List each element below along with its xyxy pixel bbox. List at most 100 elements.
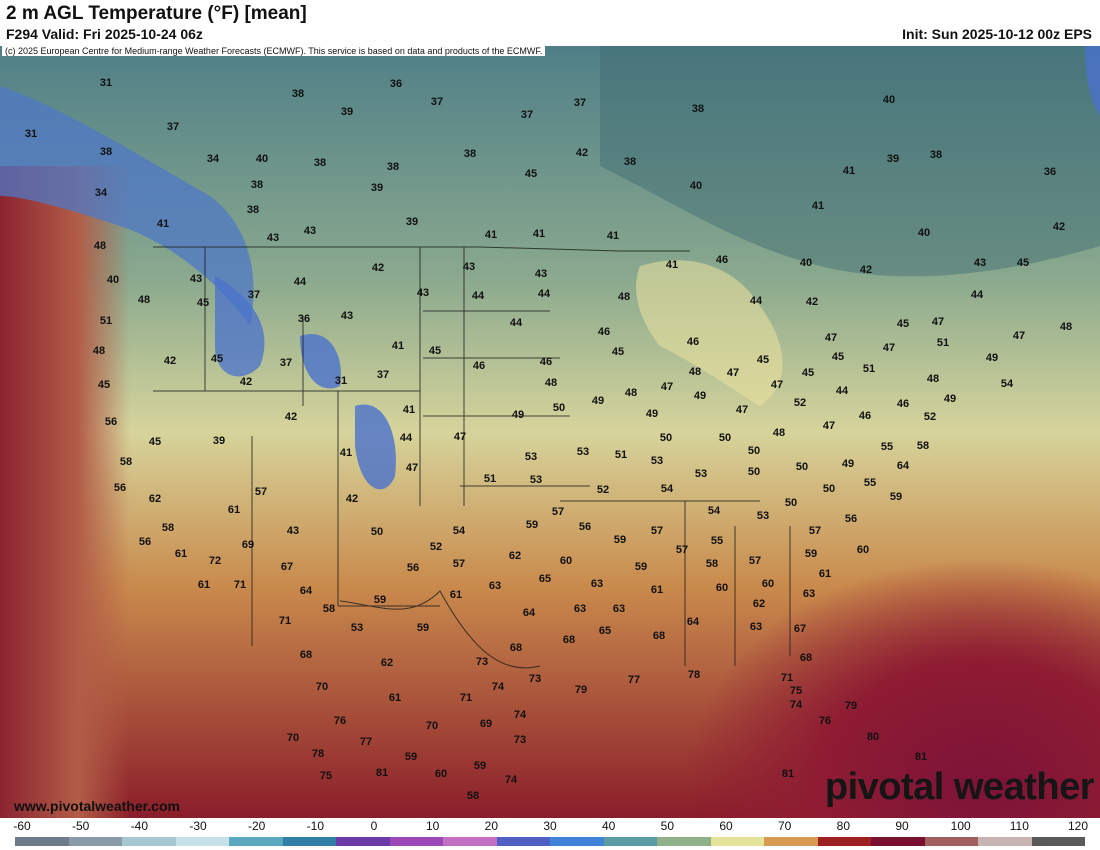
temp-value: 59	[374, 594, 386, 606]
temp-value: 50	[719, 432, 731, 444]
temp-value: 68	[510, 642, 522, 654]
temp-value: 76	[819, 715, 831, 727]
temp-value: 64	[300, 585, 313, 597]
temp-value: 61	[175, 548, 187, 560]
temp-value: 53	[577, 446, 589, 458]
colorbar-tick-label: 120	[1067, 819, 1089, 833]
temp-value: 46	[598, 326, 610, 338]
temp-value: 68	[563, 634, 575, 646]
temp-value: 61	[651, 584, 663, 596]
temp-value: 37	[431, 96, 443, 108]
colorbar-segment	[282, 837, 336, 846]
state-lines-west	[204, 247, 465, 606]
colorbar-tick-label: 20	[484, 819, 499, 833]
colorbar-tick-label: 30	[543, 819, 557, 833]
temp-value: 43	[341, 310, 353, 322]
colorbar-tick-label: -10	[306, 819, 324, 833]
temp-value: 73	[529, 673, 541, 685]
site-url[interactable]: www.pivotalweather.com	[14, 798, 180, 814]
temp-value: 63	[750, 621, 762, 633]
brand-logo: pivotal weather	[824, 766, 1095, 808]
temp-value: 42	[806, 296, 818, 308]
temp-value: 72	[209, 555, 221, 567]
colorbar-segment	[657, 837, 711, 846]
temp-value: 52	[924, 411, 936, 423]
temp-value: 59	[526, 519, 538, 531]
temp-value: 80	[867, 731, 879, 743]
temp-value: 31	[100, 77, 112, 89]
temp-value: 59	[635, 561, 647, 573]
temp-value: 50	[823, 483, 835, 495]
temp-value: 54	[708, 505, 721, 517]
temp-value: 37	[574, 97, 586, 109]
temp-value: 79	[845, 700, 857, 712]
temp-value: 38	[100, 146, 112, 158]
temp-value: 47	[883, 342, 895, 354]
temp-value: 68	[653, 630, 665, 642]
temp-value: 77	[628, 674, 640, 686]
colorbar-tick-label: 110	[1009, 819, 1029, 833]
temp-value: 57	[651, 525, 663, 537]
temp-value: 48	[545, 377, 557, 389]
colorbar-tick-label: 0	[370, 819, 378, 833]
temp-value: 39	[341, 106, 353, 118]
temp-value: 37	[248, 289, 260, 301]
temp-value: 67	[281, 561, 293, 573]
temp-value: 41	[843, 165, 855, 177]
cold-region-rockies-central	[300, 334, 341, 389]
temp-value: 50	[371, 526, 383, 538]
temp-value: 45	[211, 353, 223, 365]
temp-value: 45	[832, 351, 844, 363]
temp-value: 81	[782, 768, 794, 780]
temp-value: 48	[689, 366, 701, 378]
temp-value: 41	[392, 340, 404, 352]
temp-value: 51	[863, 363, 875, 375]
temp-value: 48	[138, 294, 150, 306]
temp-value: 42	[240, 376, 252, 388]
temp-value: 79	[575, 684, 587, 696]
colorbar-tick-label: -60	[13, 819, 31, 833]
temp-value: 36	[298, 313, 310, 325]
temp-value: 38	[292, 88, 304, 100]
colorbar-segment	[710, 837, 764, 846]
temp-value: 47	[932, 316, 944, 328]
temp-value: 38	[692, 103, 704, 115]
temp-value: 50	[748, 466, 760, 478]
temp-value: 57	[809, 525, 821, 537]
temp-value: 62	[509, 550, 521, 562]
temp-value: 74	[790, 699, 803, 711]
temp-value: 56	[407, 562, 419, 574]
temp-value: 57	[453, 558, 465, 570]
colorbar-tick-label: -50	[71, 819, 90, 833]
temp-value: 48	[927, 373, 939, 385]
temp-value: 50	[748, 445, 760, 457]
temp-value: 49	[592, 395, 604, 407]
temp-value: 31	[335, 375, 347, 387]
colorbar-tick-label: 10	[425, 819, 440, 833]
colorbar-tick-label: 50	[660, 819, 675, 833]
state-lines-southwest	[153, 390, 440, 646]
temp-value: 50	[785, 497, 797, 509]
temp-value: 46	[716, 254, 728, 266]
colorbar-segment	[229, 837, 283, 846]
temp-value: 57	[749, 555, 761, 567]
temp-value: 44	[971, 289, 984, 301]
temp-value: 45	[149, 436, 161, 448]
temp-value: 41	[340, 447, 352, 459]
temp-value: 56	[845, 513, 857, 525]
temp-value: 45	[1017, 257, 1029, 269]
header: 2 m AGL Temperature (°F) [mean] F294 Val…	[0, 0, 1100, 46]
colorbar-tick-label: -30	[189, 819, 207, 833]
temp-value: 51	[484, 473, 496, 485]
temp-value: 49	[944, 393, 956, 405]
temp-value: 47	[661, 381, 673, 393]
us-mexico-border	[339, 590, 541, 669]
colorbar-segment	[175, 837, 229, 846]
temp-value: 40	[918, 227, 930, 239]
temp-value: 69	[480, 718, 492, 730]
map-title: 2 m AGL Temperature (°F) [mean]	[6, 3, 307, 24]
temp-value: 41	[403, 404, 415, 416]
colorbar-tick-label: 60	[719, 819, 733, 833]
temp-value: 61	[819, 568, 831, 580]
colorbar-tick-label: -40	[130, 819, 148, 833]
